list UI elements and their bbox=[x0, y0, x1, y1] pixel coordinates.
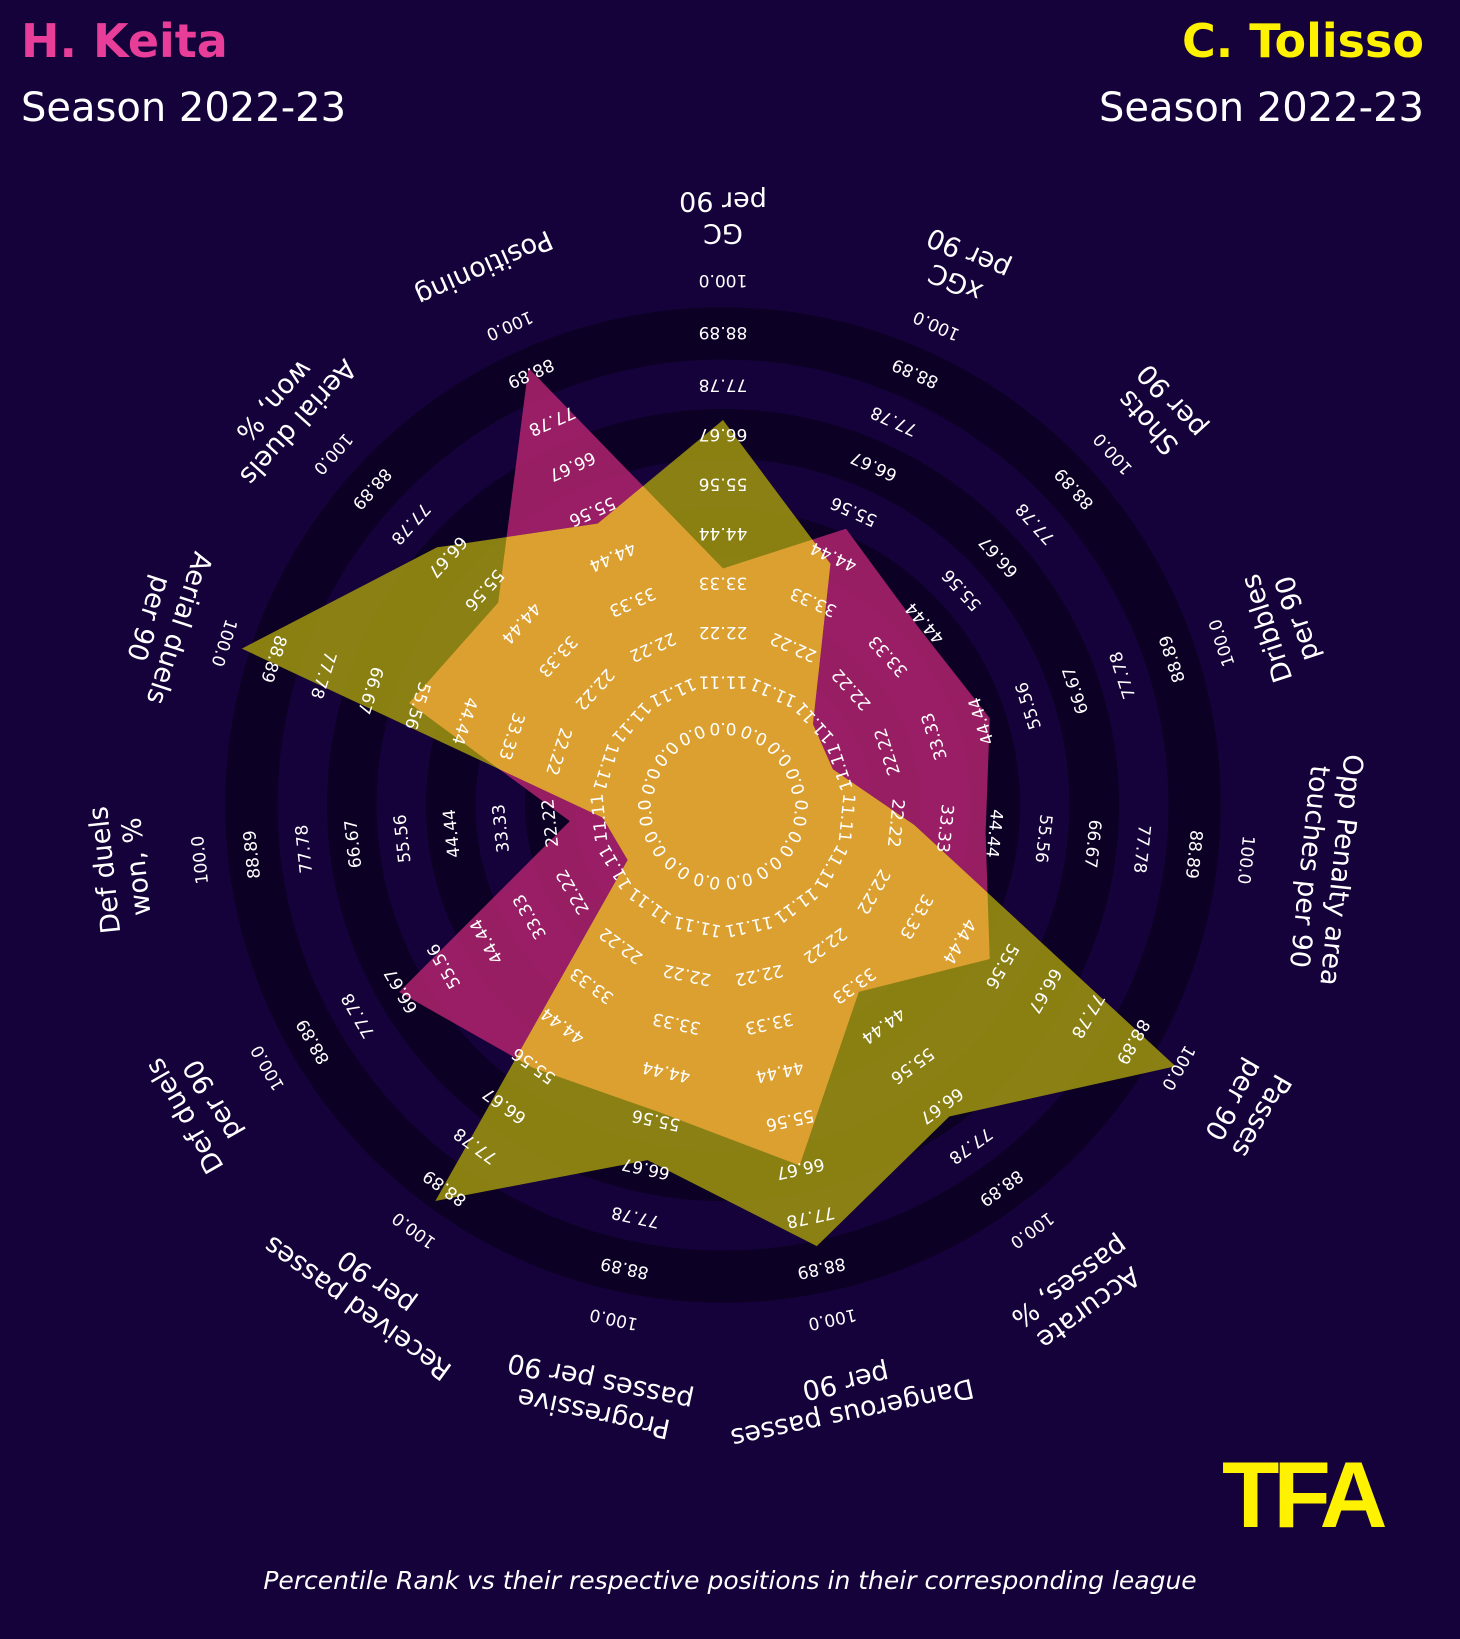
footnote: Percentile Rank vs their respective posi… bbox=[263, 1566, 1197, 1595]
ring-tick-label: 22.22 bbox=[699, 622, 748, 642]
ring-tick-label: 100.0 bbox=[699, 270, 748, 290]
ring-tick-label: 0.0 bbox=[788, 799, 811, 828]
tfa-logo: TFA bbox=[1222, 1455, 1392, 1535]
ring-tick-label: 33.33 bbox=[699, 572, 748, 592]
player-a-season: Season 2022-23 bbox=[21, 85, 347, 131]
category-label: Opp Penalty areatouches per 90 bbox=[1281, 749, 1368, 987]
player-a-header: H. Keita Season 2022-23 bbox=[21, 10, 346, 134]
player-a-name: H. Keita bbox=[21, 14, 228, 68]
ring-tick-label: 0.0 bbox=[709, 718, 736, 738]
series-polygons bbox=[241, 367, 1176, 1247]
player-b-season: Season 2022-23 bbox=[1098, 85, 1424, 131]
ring-tick-label: 88.89 bbox=[699, 322, 748, 342]
ring-tick-label: 44.44 bbox=[699, 523, 748, 543]
category-label: Passesper 90 bbox=[1197, 1053, 1297, 1163]
ring-tick-label: 0.0 bbox=[635, 799, 658, 828]
ring-tick-label: 55.56 bbox=[699, 473, 748, 493]
category-label: Dangerous passesper 90 bbox=[721, 1340, 976, 1453]
ring-tick-label: 66.67 bbox=[699, 424, 748, 444]
ring-tick-label: 11.11 bbox=[699, 671, 748, 691]
player-b-header: C. Tolisso Season 2022-23 bbox=[1099, 10, 1424, 134]
logo-text: TFA bbox=[1222, 1455, 1386, 1535]
player-b-name: C. Tolisso bbox=[1181, 14, 1424, 68]
category-label: GCper 90 bbox=[679, 185, 767, 248]
ring-tick-label: 77.78 bbox=[699, 374, 748, 394]
category-label: Def duelswon, % bbox=[83, 801, 159, 935]
category-label: Progressivepasses per 90 bbox=[498, 1347, 696, 1448]
